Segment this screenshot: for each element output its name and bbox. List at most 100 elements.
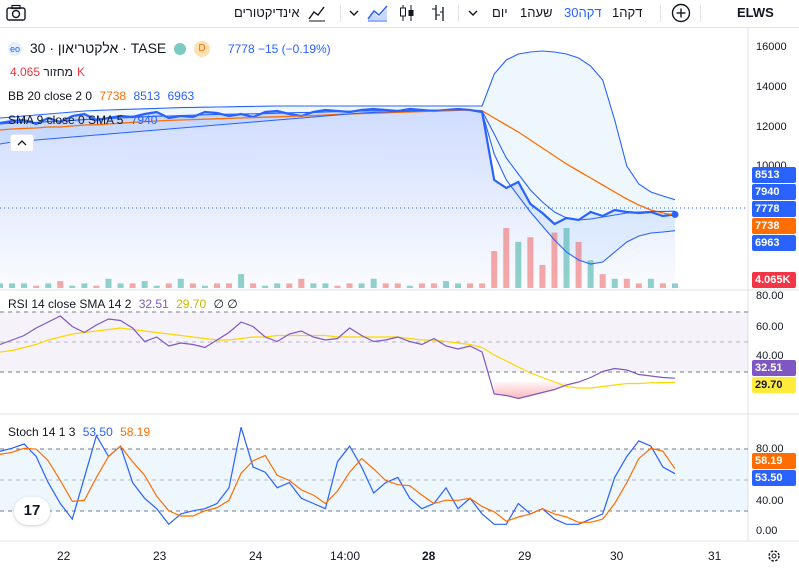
interval-30m[interactable]: 30דקה [564,5,602,20]
volume-legend: מחזור 4.065K [10,64,89,80]
chart-canvas[interactable] [0,28,799,571]
volume-bar [418,283,425,288]
bars-chart-type-icon[interactable] [431,0,447,26]
volume-tag: 4.065K [752,272,796,288]
rsi-extra: ∅ ∅ [213,297,238,311]
bb-lower-line [0,109,676,265]
volume-bar [503,228,510,288]
volume-bar [479,283,486,288]
volume-bar [647,278,654,288]
indicators-button-label[interactable]: אינדיקטורים [234,5,300,20]
x-tick: 24 [249,549,263,563]
interval-day[interactable]: יום [492,5,508,20]
volume-value: 4.065K [10,65,85,79]
delayed-badge[interactable]: D [194,41,211,58]
rsi-tick: 60.00 [756,321,784,333]
volume-bars [0,228,678,288]
volume-bar [177,278,184,288]
volume-bar [298,278,305,288]
stoch-label: Stoch 14 1 3 [8,425,76,439]
volume-bar [33,285,40,288]
chevron-up-icon [17,140,27,146]
price-tick: 14000 [756,81,787,93]
rsi-oversold-fill [494,382,567,399]
volume-bar [153,285,160,288]
legend-collapse-button[interactable] [10,134,34,152]
tradingview-logo-icon[interactable]: 17 [14,497,50,525]
stoch-tick: 0.00 [756,525,778,537]
interval-1h[interactable]: 1שעה [520,5,553,20]
volume-bar [262,285,269,288]
volume-bar [201,285,208,288]
volume-bar [213,283,220,288]
volume-bar [334,285,341,288]
volume-bar [599,274,606,288]
volume-bar [672,283,678,288]
volume-bar [442,281,449,288]
volume-bar [455,283,462,288]
volume-bar [57,281,64,288]
sma-legend[interactable]: SMA 9 close 0 SMA 5 7940 [8,112,161,128]
x-tick: 23 [153,549,167,563]
indicators-icon[interactable] [307,0,327,26]
volume-bar [226,283,233,288]
area-chart-type-icon[interactable] [366,0,390,26]
bb-upper-line [0,50,676,201]
stoch-d-line [0,445,676,523]
camera-icon[interactable] [5,0,27,26]
interval-chevron-icon[interactable] [467,0,479,26]
rsi-line [0,315,676,400]
rsi-sma-tag: 29.70 [752,377,796,393]
top-toolbar: אינדיקטורים יום 1שעה 30דקה 1דקה ELWS [0,0,799,28]
volume-bar [129,283,136,288]
volume-bar [117,283,124,288]
rsi-sma-line [0,327,676,389]
x-tick: 31 [708,549,722,563]
volume-bar [322,283,329,288]
symbol-search[interactable]: ELWS [737,5,774,20]
volume-label: מחזור [43,65,73,79]
volume-bar [539,264,546,288]
candles-chart-type-icon[interactable] [399,0,415,26]
sma-value: 7940 [130,113,158,127]
volume-bar [563,228,570,288]
volume-bar [635,283,642,288]
volume-bar [611,278,618,288]
bb-label: BB 20 close 2 0 [8,89,93,103]
bb-legend[interactable]: BB 20 close 2 0 7738 8513 6963 [8,88,198,104]
x-tick: 28 [422,549,436,563]
symbol-title[interactable]: אלקטריאון · 30 · TASE [29,40,167,56]
volume-bar [575,241,582,288]
volume-bar [346,283,353,288]
volume-bar [491,251,498,288]
volume-bar [394,283,401,288]
last-price-tag: 7778 [752,201,796,217]
volume-bar [21,283,28,288]
rsi-tag: 32.51 [752,360,796,376]
bb-basis-tag: 7738 [752,218,796,234]
x-tick: 22 [57,549,71,563]
volume-bar [250,283,257,288]
stoch-k-tag: 53.50 [752,470,796,486]
rsi-label: RSI 14 close SMA 14 2 [8,297,132,311]
rsi-sma-value: 29.70 [176,297,207,311]
stoch-legend[interactable]: Stoch 14 1 3 53.50 58.19 [8,424,154,440]
plus-circle-icon[interactable] [670,0,692,26]
stoch-k-value: 53.50 [82,425,113,439]
price-change: 7778 −15 (−0.19%) [227,42,331,56]
volume-bar [370,278,377,288]
volume-bar [527,237,534,288]
settings-gear-icon[interactable] [766,548,782,569]
volume-bar [551,232,558,288]
rsi-legend[interactable]: RSI 14 close SMA 14 2 32.51 29.70 ∅ ∅ [8,296,242,312]
bb-basis-value: 7738 [99,89,127,103]
bb-upper-value: 8513 [133,89,161,103]
chevron-down-icon[interactable] [348,0,360,26]
volume-bar [659,283,666,288]
volume-bar [141,281,148,288]
volume-bar [310,283,317,288]
interval-1m[interactable]: 1דקה [612,5,643,20]
bb-band-fill [0,51,675,264]
volume-bar [274,283,281,288]
bb-lower-tag: 6963 [752,235,796,251]
